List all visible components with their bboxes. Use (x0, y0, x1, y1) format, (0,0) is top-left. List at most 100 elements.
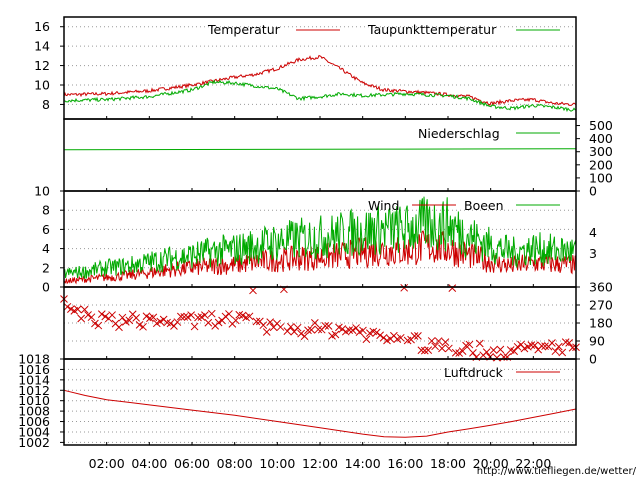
time-axis: 02:00 04:00 06:00 08:00 10:00 12:00 14:00 16:00… (89, 116, 551, 471)
direction-point (345, 326, 354, 334)
direction-point (180, 313, 189, 321)
y-tick-label: 4 (42, 241, 50, 256)
direction-point (173, 318, 182, 326)
y-tick-label: 10 (34, 184, 50, 199)
direction-point (183, 313, 192, 321)
legend-boeen-label: Boeen (464, 198, 504, 213)
x-tick-label: 02:00 (89, 456, 125, 471)
x-tick-label: 10:00 (259, 456, 295, 471)
direction-point (252, 317, 261, 326)
direction-point (414, 332, 422, 340)
temperature-y-ticks: 8 10 12 14 16 (34, 19, 64, 112)
series-line-temperatur (63, 54, 577, 107)
y-tick-label: 180 (589, 316, 613, 331)
series-line-boeen (63, 196, 577, 280)
x-tick-label: 22:00 (515, 456, 551, 471)
y-tick-label: 500 (589, 118, 613, 133)
direction-point (348, 326, 357, 335)
direction-point (438, 344, 446, 353)
direction-point (207, 309, 216, 318)
direction-point (527, 341, 536, 350)
direction-point (231, 316, 240, 325)
direction-point (434, 337, 443, 345)
direction-point (108, 311, 116, 319)
direction-point (314, 325, 323, 334)
x-tick-label: 16:00 (387, 456, 423, 471)
right-tick-label: 3 (589, 246, 597, 261)
y-tick-label: 1006 (18, 414, 50, 429)
y-tick-label: 6 (42, 222, 50, 237)
direction-point (396, 333, 405, 342)
direction-point (441, 338, 450, 346)
temperature-panel: 8 10 12 14 16 Temperatur Taupunkttemperatur (34, 16, 577, 120)
y-tick-label: 14 (34, 39, 50, 54)
legend-luftdruck-label: Luftdruck (444, 365, 504, 380)
direction-point (115, 323, 123, 332)
direction-panel: 0 90 180 270 360 (60, 280, 613, 367)
temperature-gridlines (64, 26, 576, 105)
wind-y-ticks: 0 2 4 6 8 10 3 4 (34, 184, 597, 295)
direction-point (283, 327, 292, 335)
pressure-gridlines (64, 368, 576, 443)
direction-point (493, 353, 501, 362)
right-tick-label: 4 (589, 225, 597, 240)
direction-point (410, 332, 419, 340)
x-tick-label: 14:00 (345, 456, 381, 471)
legend-niederschlag-label: Niederschlag (418, 126, 500, 141)
y-tick-label: 1014 (18, 372, 50, 387)
y-tick-label: 200 (589, 157, 613, 172)
y-tick-label: 1010 (18, 393, 50, 408)
direction-point (194, 313, 202, 322)
direction-point (166, 319, 175, 328)
series-line-luftdruck (63, 389, 577, 438)
direction-point (359, 326, 367, 335)
y-tick-label: 1008 (18, 404, 50, 419)
direction-point (448, 284, 457, 292)
x-tick-label: 18:00 (430, 456, 466, 471)
direction-point (201, 311, 209, 320)
direction-point (204, 318, 213, 327)
y-tick-label: 1002 (18, 435, 50, 450)
direction-point (286, 322, 295, 331)
direction-point (400, 283, 409, 292)
y-tick-label: 1004 (18, 424, 50, 439)
direction-point (293, 323, 302, 332)
y-tick-label: 270 (589, 298, 613, 313)
y-tick-label: 8 (42, 203, 50, 218)
direction-point (221, 312, 230, 321)
x-tick-label: 04:00 (131, 456, 167, 471)
direction-point (376, 331, 384, 340)
direction-point (94, 321, 103, 330)
direction-point (238, 311, 247, 320)
x-tick-label: 06:00 (174, 456, 210, 471)
direction-point (225, 310, 233, 318)
direction-point (465, 340, 474, 349)
y-tick-label: 0 (589, 352, 597, 367)
direction-point (475, 339, 484, 348)
wind-series (63, 196, 577, 285)
y-tick-label: 1018 (18, 352, 50, 367)
direction-point (541, 342, 549, 351)
direction-point (451, 348, 460, 357)
y-tick-label: 1016 (18, 362, 50, 377)
series-line-niederschlag (63, 148, 577, 151)
precipitation-series (63, 148, 577, 151)
direction-point (513, 342, 522, 351)
y-tick-label: 1012 (18, 383, 50, 398)
direction-point (417, 346, 426, 355)
temperature-series (63, 54, 577, 113)
direction-point (530, 341, 539, 350)
y-tick-label: 100 (589, 170, 613, 185)
direction-point (190, 322, 199, 331)
direction-point (445, 344, 453, 353)
direction-point (249, 286, 257, 295)
direction-point (379, 333, 388, 342)
y-tick-label: 12 (34, 58, 50, 73)
direction-point (310, 319, 319, 327)
y-tick-label: 2 (42, 260, 50, 275)
credit-url: http://www.tiefliegen.de/wetter/ (477, 466, 637, 477)
direction-point (537, 342, 546, 350)
x-tick-label: 20:00 (473, 456, 509, 471)
